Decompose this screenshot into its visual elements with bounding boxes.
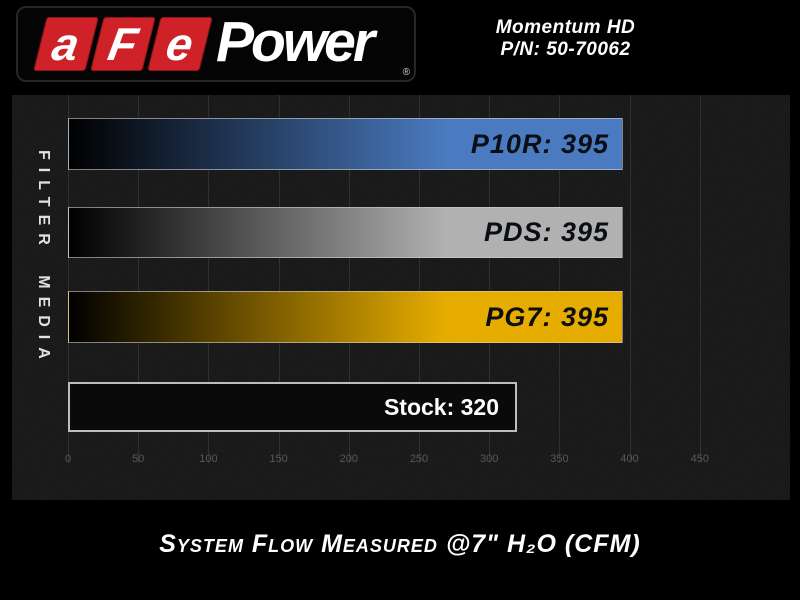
x-tick-label: 200 [339, 453, 358, 465]
x-tick-label: 50 [132, 453, 145, 465]
plot-area: P10R: 395 PDS: 395 PG7: 395 Stock: 320 0… [12, 95, 790, 500]
gridline [489, 95, 491, 463]
product-info: Momentum HD P/N: 50-70062 [478, 17, 653, 61]
bar-label-pg7: PG7: 395 [485, 301, 609, 332]
gridline [208, 95, 210, 463]
gridline [278, 95, 280, 463]
bar-label-pds: PDS: 395 [483, 217, 609, 247]
gridline [68, 95, 69, 463]
x-tick-label: 0 [64, 453, 72, 465]
x-tick-label: 150 [269, 453, 288, 465]
x-tick-label: 450 [690, 453, 709, 465]
x-tick-label: 350 [550, 453, 569, 465]
chart-title: System Flow Measured @7" H₂O (CFM) [159, 530, 641, 558]
gridline [348, 95, 350, 463]
bar-pg7: PG7: 395 [68, 291, 623, 343]
gridline [559, 95, 561, 463]
y-axis-label: FILTER MEDIA [35, 150, 52, 367]
logo-letter-e: e [162, 18, 198, 70]
x-tick-label: 100 [199, 453, 218, 465]
logo-block-e: e [147, 17, 213, 71]
logo-letter-a: a [48, 18, 84, 70]
x-tick-label: 300 [480, 453, 499, 465]
chart-panel: P10R: 395 PDS: 395 PG7: 395 Stock: 320 0… [12, 95, 790, 500]
afe-power-logo: a F e Power ® [16, 6, 416, 82]
bar-label-p10r: P10R: 395 [470, 128, 609, 159]
x-tick-label: 400 [620, 453, 639, 465]
logo-block-f: F [90, 17, 156, 71]
gridline [419, 95, 420, 463]
gridline [629, 95, 631, 463]
registered-trademark-icon: ® [402, 67, 410, 78]
product-name: Momentum HD [495, 17, 636, 38]
x-tick-label: 250 [409, 453, 429, 465]
logo-block-a: a [33, 17, 99, 71]
logo-letter-blocks: a F e [33, 17, 213, 71]
gridline [699, 95, 701, 463]
logo-letter-f: F [104, 18, 142, 70]
logo-wordmark: Power [216, 9, 375, 74]
bar-p10r: P10R: 395 [68, 118, 623, 170]
bar-stock: Stock: 320 [68, 382, 517, 432]
bar-pds: PDS: 395 [68, 207, 623, 258]
bar-label-stock: Stock: 320 [383, 393, 499, 420]
product-part-number: P/N: 50-70062 [500, 39, 631, 60]
gridline [138, 95, 140, 463]
